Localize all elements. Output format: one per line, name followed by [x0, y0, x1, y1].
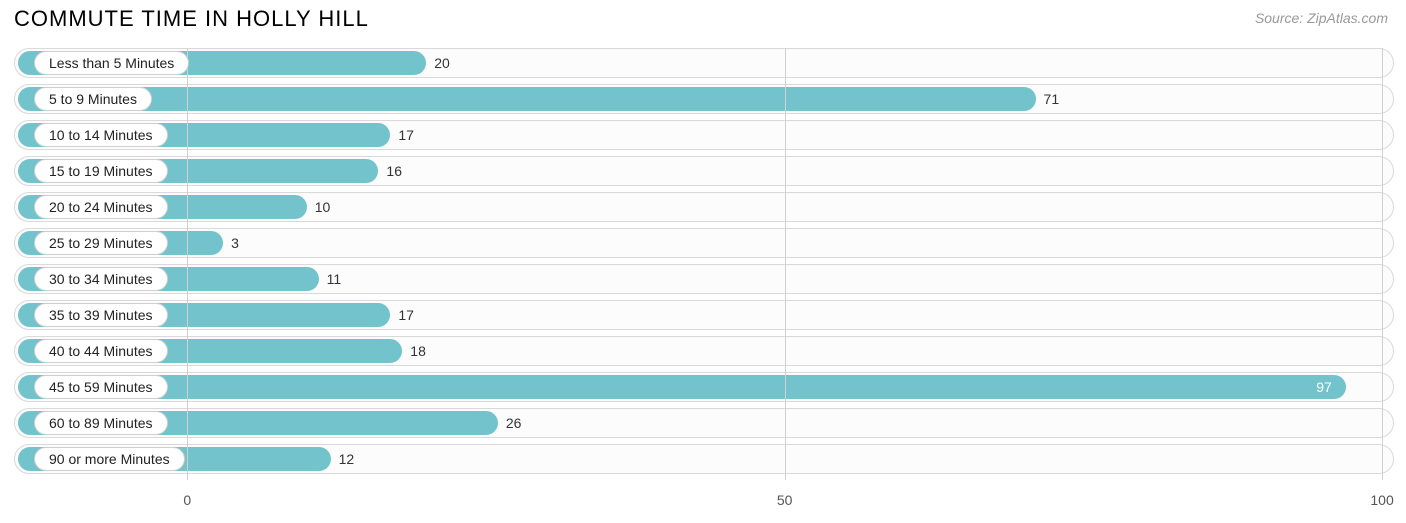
gridline [785, 48, 786, 480]
bar-row: Less than 5 Minutes 20 [14, 48, 1394, 78]
bar-value: 3 [231, 228, 239, 258]
bar-fill [18, 87, 1036, 111]
bar-label: 45 to 59 Minutes [34, 375, 168, 399]
bar-label: 10 to 14 Minutes [34, 123, 168, 147]
bar-label: 25 to 29 Minutes [34, 231, 168, 255]
bar-label: 30 to 34 Minutes [34, 267, 168, 291]
bar-row: 60 to 89 Minutes 26 [14, 408, 1394, 438]
bar-value: 17 [398, 120, 414, 150]
bar-label: 20 to 24 Minutes [34, 195, 168, 219]
bar-row: 90 or more Minutes 12 [14, 444, 1394, 474]
bar-label: Less than 5 Minutes [34, 51, 189, 75]
gridline [1382, 48, 1383, 480]
bar-label: 60 to 89 Minutes [34, 411, 168, 435]
x-tick-label: 0 [183, 492, 191, 508]
gridline [187, 48, 188, 480]
bar-value: 97 [1316, 372, 1332, 402]
x-tick-label: 100 [1370, 492, 1393, 508]
bar-row: 30 to 34 Minutes 11 [14, 264, 1394, 294]
chart-title: COMMUTE TIME IN HOLLY HILL [14, 6, 369, 32]
bar-row: 10 to 14 Minutes 17 [14, 120, 1394, 150]
bar-label: 5 to 9 Minutes [34, 87, 152, 111]
bar-label: 90 or more Minutes [34, 447, 185, 471]
chart-source: Source: ZipAtlas.com [1255, 10, 1388, 26]
bar-value: 20 [434, 48, 450, 78]
bar-value: 18 [410, 336, 426, 366]
bar-value: 10 [315, 192, 331, 222]
bar-row: 20 to 24 Minutes 10 [14, 192, 1394, 222]
chart-container: COMMUTE TIME IN HOLLY HILL Source: ZipAt… [0, 0, 1406, 523]
bar-value: 26 [506, 408, 522, 438]
bar-value: 16 [386, 156, 402, 186]
bar-label: 35 to 39 Minutes [34, 303, 168, 327]
bar-row: 15 to 19 Minutes 16 [14, 156, 1394, 186]
bar-value: 71 [1044, 84, 1060, 114]
bar-row: 40 to 44 Minutes 18 [14, 336, 1394, 366]
bar-value: 17 [398, 300, 414, 330]
bar-label: 15 to 19 Minutes [34, 159, 168, 183]
x-tick-label: 50 [777, 492, 793, 508]
bar-value: 11 [327, 264, 342, 294]
bar-row: 25 to 29 Minutes 3 [14, 228, 1394, 258]
bar-value: 12 [339, 444, 355, 474]
bar-row: 5 to 9 Minutes 71 [14, 84, 1394, 114]
bar-fill [18, 375, 1346, 399]
plot-area: Less than 5 Minutes 20 5 to 9 Minutes 71 10 … [14, 48, 1394, 480]
bar-row: 35 to 39 Minutes 17 [14, 300, 1394, 330]
bar-label: 40 to 44 Minutes [34, 339, 168, 363]
bar-row: 45 to 59 Minutes 97 [14, 372, 1394, 402]
